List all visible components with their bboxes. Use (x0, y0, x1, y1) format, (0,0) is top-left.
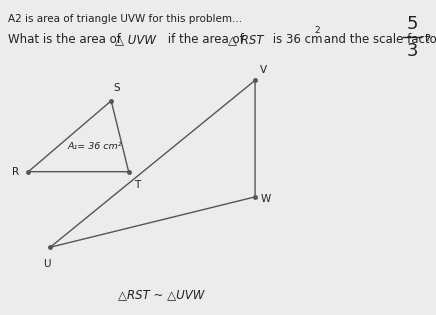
Text: △ UVW: △ UVW (115, 33, 156, 46)
Text: 3: 3 (406, 42, 418, 60)
Text: 2: 2 (315, 26, 320, 35)
Text: W: W (260, 194, 271, 204)
Text: △ RST: △ RST (228, 33, 264, 46)
Text: ?: ? (424, 33, 430, 46)
Text: A₁= 36 cm²: A₁= 36 cm² (68, 142, 122, 151)
Text: A2 is area of triangle UVW for this problem...: A2 is area of triangle UVW for this prob… (8, 14, 242, 24)
Text: if the area of: if the area of (164, 33, 247, 46)
Text: U: U (43, 259, 51, 269)
Text: R: R (12, 167, 19, 177)
Text: S: S (113, 83, 120, 93)
Text: What is the area of: What is the area of (8, 33, 124, 46)
Text: 5: 5 (406, 15, 418, 33)
Text: △RST ~ △UVW: △RST ~ △UVW (118, 288, 204, 301)
Text: is 36 cm: is 36 cm (269, 33, 323, 46)
Text: V: V (260, 65, 267, 75)
Text: T: T (134, 180, 140, 190)
Text: and the scale factor is: and the scale factor is (320, 33, 436, 46)
